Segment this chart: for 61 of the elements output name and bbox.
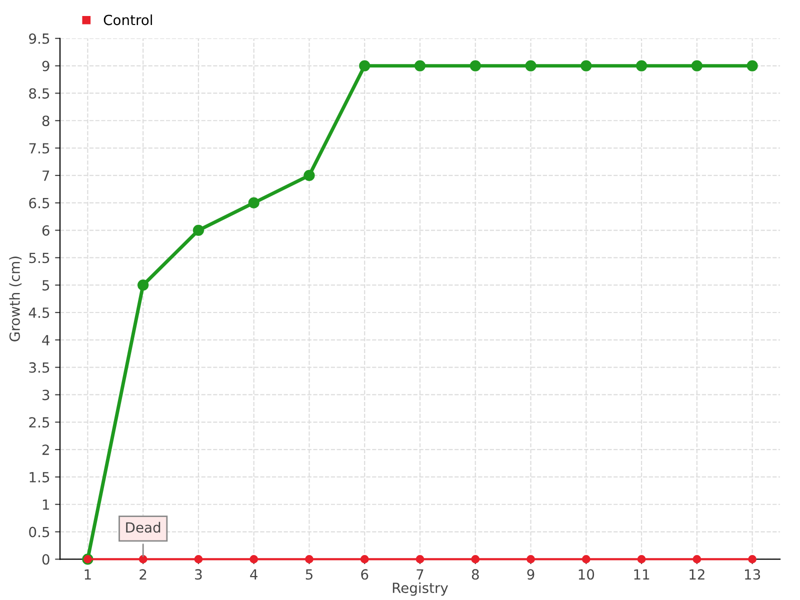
point: [636, 60, 648, 72]
y-tick-label: 0.5: [29, 526, 50, 538]
point: [691, 60, 702, 72]
y-tick-label: 0: [42, 554, 50, 565]
y-tick-label: 3: [42, 390, 50, 400]
point: [692, 555, 702, 564]
x-tick-label: 9: [527, 569, 534, 580]
point: [304, 170, 315, 182]
y-tick-label: 9: [42, 60, 50, 72]
point: [305, 555, 314, 564]
point: [138, 555, 148, 564]
x-tick-label: 13: [744, 569, 760, 580]
x-tick-label: 3: [195, 569, 202, 580]
x-tick-label: 11: [634, 569, 650, 580]
point: [746, 60, 758, 72]
point: [194, 555, 203, 564]
y-axis-title: Growth (cm): [9, 256, 22, 342]
x-tick-label: 12: [690, 569, 704, 580]
y-tick-label: 2.5: [29, 417, 50, 428]
point: [416, 555, 424, 564]
y-tick-label: 3.5: [29, 362, 50, 373]
y-tick-label: 2: [42, 444, 49, 455]
point: [248, 197, 260, 208]
x-tick-label: 10: [578, 569, 594, 580]
y-tick-label: 9.5: [29, 33, 50, 44]
point: [748, 555, 756, 564]
y-tick-label: 1: [42, 500, 49, 510]
x-tick-label: 6: [361, 569, 368, 580]
y-tick-label: 8: [42, 116, 50, 126]
y-tick-label: 5: [42, 280, 50, 291]
point: [138, 280, 149, 291]
y-tick-label: 5.5: [29, 252, 50, 264]
y-tick-label: 7.5: [29, 143, 50, 154]
x-tick-label: 2: [140, 569, 146, 580]
y-tick-label: 1.5: [30, 472, 50, 482]
y-tick-label: 6: [42, 225, 50, 236]
point: [359, 60, 370, 72]
x-tick-label: 7: [416, 569, 424, 580]
point: [250, 555, 258, 564]
x-tick-label: 8: [472, 569, 479, 580]
y-tick-label: 6.5: [29, 198, 50, 208]
point: [580, 60, 592, 72]
x-tick-label: 4: [250, 569, 258, 580]
point: [470, 60, 481, 72]
point: [526, 555, 535, 564]
x-axis-title: Registry: [392, 582, 448, 596]
point: [471, 555, 480, 564]
point: [414, 60, 426, 72]
x-tick-label: 5: [306, 569, 312, 580]
x-tick-label: 1: [84, 569, 91, 580]
point: [637, 555, 646, 564]
y-tick-label: 8.5: [29, 88, 50, 99]
y-tick-label: 4.5: [28, 308, 50, 318]
y-tick-label: 4: [42, 335, 50, 346]
annotation: Dead: [126, 522, 160, 533]
y-tick-label: 7: [42, 170, 50, 181]
legend-label: Control: [104, 14, 152, 26]
point: [360, 555, 369, 564]
point: [192, 224, 204, 236]
point: [582, 555, 590, 564]
point: [525, 60, 536, 72]
